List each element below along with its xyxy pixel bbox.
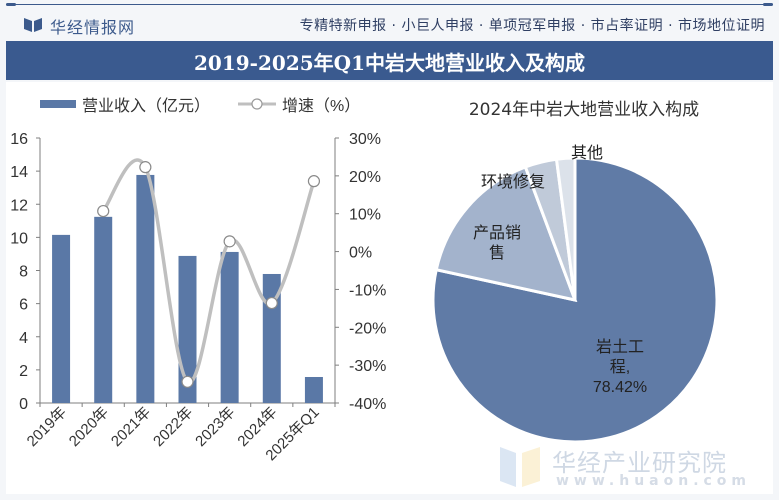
growth-point [223,235,236,248]
growth-point [181,375,194,388]
bar-revenue [178,255,197,403]
x-tick-label: 2022年 [150,404,196,450]
right-tick-label: -20% [349,320,386,337]
brand-logo-icon [24,18,42,32]
right-tick-label: -10% [349,282,386,299]
left-tick-label: 16 [10,131,28,148]
right-tick-label: 0% [349,245,372,262]
bar-revenue [304,376,323,403]
x-tick-label: 2021年 [108,404,154,450]
bar-revenue [220,251,239,403]
legend-marker-growth [251,98,263,110]
left-tick-label: 8 [19,264,28,281]
bar-revenue [52,234,71,403]
bar-revenue [94,216,113,403]
right-tick-label: 20% [349,169,381,186]
legend-swatch-revenue [40,100,76,108]
legend-label-revenue: 营业收入（亿元） [82,97,210,115]
right-tick-label: -40% [349,396,386,413]
growth-line [101,158,316,384]
growth-point [307,175,321,188]
left-tick-label: 4 [19,330,28,347]
growth-point [97,204,110,218]
left-tick-label: 2 [19,363,28,380]
brand-name[interactable]: 华经情报网 [50,18,136,37]
combo-chart: 营业收入（亿元） 增速（%） 0 2 4 6 8 10 12 14 16 -40% -30% -20%… [10,97,386,464]
left-tick-label: 12 [10,197,28,214]
page-title: 2019-2025年Q1中岩大地营业收入及构成 [194,51,585,75]
left-tick-label: 0 [19,396,28,413]
legend: 营业收入（亿元） 增速（%） [40,97,360,115]
right-tick-label: 10% [349,207,381,224]
right-tick-label: -30% [349,358,386,375]
bar-revenue [136,174,155,403]
legend-label-growth: 增速（%） [282,97,360,115]
left-tick-label: 10 [10,230,28,247]
x-tick-label: 2019年 [24,404,70,450]
top-rule [6,3,773,6]
pie-title: 2024年中岩大地营业收入构成 [468,100,700,120]
left-tick-label: 6 [19,297,28,314]
x-tick-label: 2020年 [66,404,112,450]
right-tick-label: 30% [349,131,381,148]
growth-point [265,296,278,310]
x-tick-label: 2023年 [192,404,238,450]
title-banner: 2019-2025年Q1中岩大地营业收入及构成 [6,41,773,80]
growth-point [139,161,152,174]
left-tick-label: 14 [10,164,28,181]
services-list: 专精特新申报 · 小巨人申报 · 单项冠军申报 · 市占率证明 · 市场地位证明 [299,18,765,34]
site-header: 华经情报网 专精特新申报 · 小巨人申报 · 单项冠军申报 · 市占率证明 · … [6,8,773,40]
